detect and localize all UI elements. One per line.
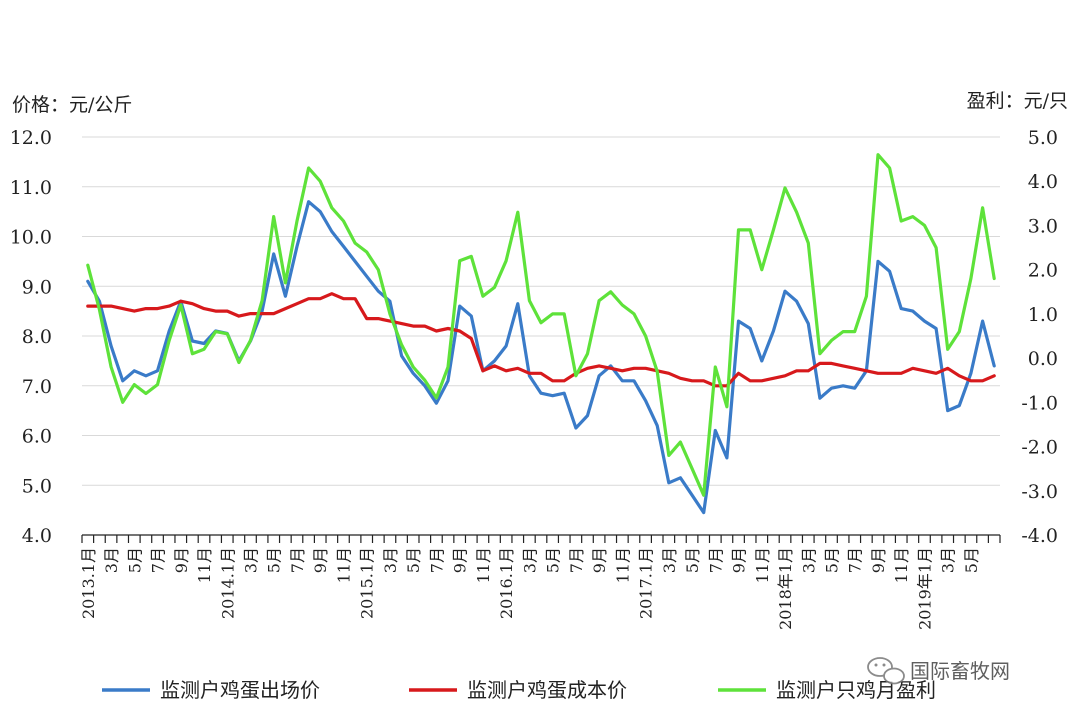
x-tick-label: 7月 <box>706 547 725 573</box>
x-tick-label: 11月 <box>613 547 632 583</box>
y-axis-right-title: 盈利：元/只 <box>967 90 1068 112</box>
x-tick-label: 2013.1月 <box>79 547 98 619</box>
x-tick-label: 9月 <box>869 547 888 573</box>
x-tick-label: 7月 <box>846 547 865 573</box>
y-axis-left-title: 价格：元/公斤 <box>12 94 132 116</box>
y-right-tick-label: 2.0 <box>1028 260 1058 282</box>
x-tick-label: 5月 <box>544 547 563 573</box>
x-tick-label: 5月 <box>962 547 981 573</box>
x-tick-label: 2015.1月 <box>358 547 377 619</box>
y-right-tick-label: 3.0 <box>1028 215 1058 237</box>
y-left-tick-label: 5.0 <box>22 475 52 497</box>
grid-lines <box>82 136 1000 486</box>
x-tick-label: 3月 <box>102 547 121 573</box>
x-tick-label: 11月 <box>474 547 493 583</box>
legend: 监测户鸡蛋出场价 监测户鸡蛋成本价 监测户只鸡月盈利 <box>102 678 936 702</box>
x-tick-label: 11月 <box>334 547 353 583</box>
x-tick-label: 5月 <box>683 547 702 573</box>
x-tick-label: 7月 <box>567 547 586 573</box>
x-tick-label: 3月 <box>520 547 539 573</box>
series-line-shipping-price <box>86 200 996 515</box>
x-tick-label: 5月 <box>404 547 423 573</box>
legend-label-shipping-price: 监测户鸡蛋出场价 <box>160 678 320 702</box>
x-tick-label: 9月 <box>451 547 470 573</box>
x-tick-label: 3月 <box>660 547 679 573</box>
x-tick-label: 3月 <box>939 547 958 573</box>
y-left-tick-label: 7.0 <box>22 376 52 398</box>
x-tick-labels: 2013.1月 3月 5月 7月 9月 11月 2014.1月 3月 5月 7月 9月 11月 2015… <box>79 547 981 630</box>
y-right-tick-label: -2.0 <box>1021 437 1058 459</box>
x-tick-label: 7月 <box>149 547 168 573</box>
x-tick-label: 11月 <box>892 547 911 583</box>
y-axis-right-ticks: -4.0 -3.0 -2.0 -1.0 0.0 1.0 2.0 3.0 4.0 5.0 <box>1021 127 1058 547</box>
x-tick-label: 9月 <box>590 547 609 573</box>
y-left-tick-label: 11.0 <box>10 177 52 199</box>
y-right-tick-label: -4.0 <box>1021 525 1058 547</box>
x-tick-label: 5月 <box>823 547 842 573</box>
x-tick-label: 2019年1月 <box>915 547 934 630</box>
x-tick-label: 9月 <box>172 547 191 573</box>
legend-label-cost-price: 监测户鸡蛋成本价 <box>467 678 627 702</box>
x-tick-label: 3月 <box>381 547 400 573</box>
x-tick-label: 2017.1月 <box>637 547 656 619</box>
x-tick-label: 3月 <box>799 547 818 573</box>
x-tick-label: 2016.1月 <box>497 547 516 619</box>
x-tick-label: 5月 <box>265 547 284 573</box>
watermark: 国际畜牧网 <box>867 657 1010 685</box>
y-right-tick-label: 4.0 <box>1028 171 1058 193</box>
x-tick-label: 7月 <box>288 547 307 573</box>
y-left-tick-label: 8.0 <box>22 326 52 348</box>
x-tick-label: 11月 <box>195 547 214 583</box>
y-left-tick-label: 9.0 <box>22 276 52 298</box>
y-right-tick-label: 1.0 <box>1028 304 1058 326</box>
x-tick-label: 11月 <box>753 547 772 583</box>
series-line-monthly-profit <box>86 153 996 497</box>
y-right-tick-label: -3.0 <box>1021 481 1058 503</box>
x-tick-label: 2014.1月 <box>218 547 237 619</box>
watermark-text: 国际畜牧网 <box>910 659 1010 683</box>
x-tick-label: 9月 <box>730 547 749 573</box>
x-tick-label: 7月 <box>427 547 446 573</box>
y-right-tick-label: 5.0 <box>1028 127 1058 149</box>
y-right-tick-label: -1.0 <box>1021 392 1058 414</box>
y-left-tick-label: 12.0 <box>10 127 52 149</box>
x-tick-label: 3月 <box>241 547 260 573</box>
wechat-icon <box>867 657 905 685</box>
series-layer <box>86 153 996 515</box>
x-tick-label: 9月 <box>311 547 330 573</box>
y-left-tick-label: 6.0 <box>22 426 52 448</box>
x-tick-label: 5月 <box>125 547 144 573</box>
y-left-tick-label: 10.0 <box>10 227 52 249</box>
y-right-tick-label: 0.0 <box>1028 348 1058 370</box>
x-tick-marks <box>81 535 1001 543</box>
x-tick-label: 2018年1月 <box>776 547 795 630</box>
series-line-cost-price <box>86 292 996 388</box>
legend-label-monthly-profit: 监测户只鸡月盈利 <box>776 678 936 702</box>
y-left-tick-label: 4.0 <box>22 525 52 547</box>
y-axis-left-ticks: 4.0 5.0 6.0 7.0 8.0 9.0 10.0 11.0 12.0 <box>10 127 52 547</box>
